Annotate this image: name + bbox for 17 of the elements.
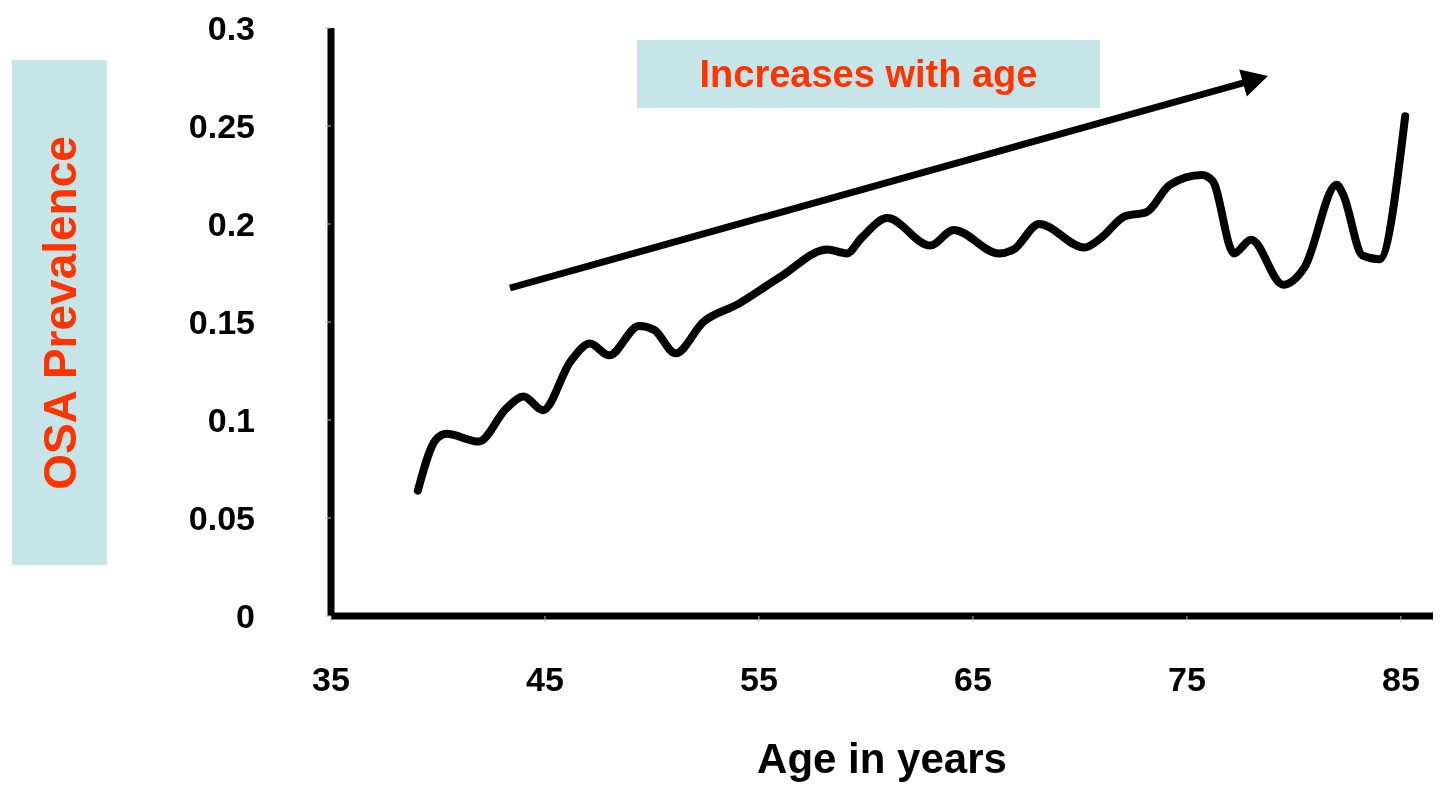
x-tick-label: 55 xyxy=(740,660,778,699)
label-box: OSA Prevalence xyxy=(12,60,107,565)
x-axis-title: Age in years xyxy=(757,735,1007,782)
y-tick-label: 0.25 xyxy=(188,107,255,146)
x-tick-label: 75 xyxy=(1168,660,1206,699)
y-tick-label: 0.05 xyxy=(188,499,255,538)
x-tick-label: 65 xyxy=(954,660,992,699)
y-axis-title: OSA Prevalence xyxy=(32,135,87,490)
y-tick-label: 0.1 xyxy=(207,401,255,440)
x-tick-label: 85 xyxy=(1381,660,1420,699)
y-tick-label: 0 xyxy=(236,597,255,636)
y-tick-label: 0.15 xyxy=(188,303,255,342)
y-tick-label: 0.3 xyxy=(207,9,255,48)
x-tick-label: 35 xyxy=(312,660,350,699)
x-tick-label: 45 xyxy=(526,660,564,699)
callout-box: Increases with age xyxy=(637,40,1100,108)
y-tick-label: 0.2 xyxy=(207,205,255,244)
